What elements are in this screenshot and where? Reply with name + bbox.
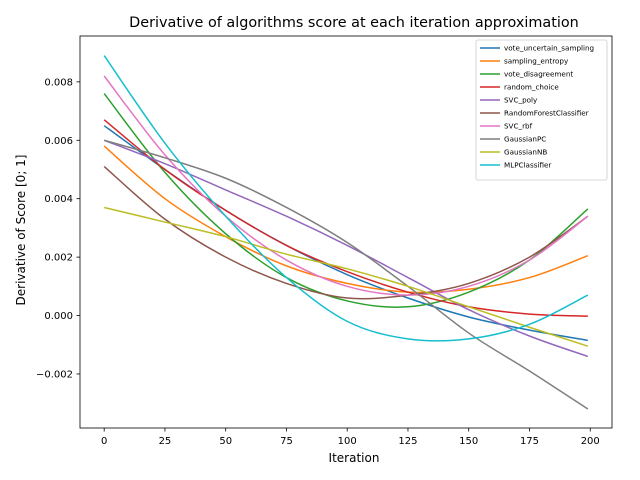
x-tick-label: 175 xyxy=(520,436,539,447)
x-tick-label: 200 xyxy=(581,436,600,447)
legend-label-8: GaussianNB xyxy=(504,148,547,157)
series-line-4 xyxy=(103,139,589,358)
legend-label-2: vote_disagreement xyxy=(504,70,573,79)
y-tick-label: 0.000 xyxy=(44,311,73,322)
x-tick-label: 25 xyxy=(159,436,172,447)
legend-label-1: sampling_entropy xyxy=(504,57,569,66)
legend-label-3: random_choice xyxy=(504,83,559,92)
plot-frame xyxy=(79,35,613,429)
series-line-5 xyxy=(103,166,589,300)
x-tick-label: 125 xyxy=(398,436,417,447)
series-line-9 xyxy=(103,55,589,342)
x-tick-label: 0 xyxy=(101,436,107,447)
legend: vote_uncertain_sampling sampling_entropyv… xyxy=(475,39,608,181)
x-tick-label: 75 xyxy=(280,436,293,447)
y-tick-label: 0.004 xyxy=(44,194,73,205)
chart-title: Derivative of algorithms score at each i… xyxy=(129,15,579,31)
x-axis-label: Iteration xyxy=(329,451,380,465)
plot-lines xyxy=(103,55,589,410)
y-axis-label: Derivative of Score [0; 1] xyxy=(14,155,28,306)
y-tick-label: 0.006 xyxy=(44,136,73,147)
x-tick-label: 100 xyxy=(338,436,357,447)
legend-label-0: vote_uncertain_sampling xyxy=(504,44,594,53)
x-tick-label: 150 xyxy=(459,436,478,447)
legend-label-6: SVC_rbf xyxy=(504,122,533,131)
series-line-7 xyxy=(103,139,589,410)
axes-frame xyxy=(79,35,613,429)
y-tick-label: 0.002 xyxy=(44,253,73,264)
series-line-8 xyxy=(104,206,589,347)
legend-label-7: GaussianPC xyxy=(504,135,546,144)
legend-label-9: MLPClassifier xyxy=(504,161,551,170)
y-tick-label: 0.008 xyxy=(44,77,73,88)
x-tick-label: 50 xyxy=(219,436,232,447)
series-line-6 xyxy=(103,75,589,296)
x-ticks: 0 25 50 75 100 125 150 175 200 xyxy=(101,428,600,447)
legend-label-4: SVC_poly xyxy=(504,96,538,105)
y-ticks: −0.002 0.000 0.002 0.004 0.006 0.008 xyxy=(36,77,80,380)
series-line-2 xyxy=(103,93,589,308)
series-line-1 xyxy=(103,145,589,294)
legend-label-5: RandomForestClassifier xyxy=(504,109,589,118)
legend-box xyxy=(475,39,608,181)
y-tick-label: −0.002 xyxy=(36,369,73,380)
series-line-3 xyxy=(103,119,588,317)
